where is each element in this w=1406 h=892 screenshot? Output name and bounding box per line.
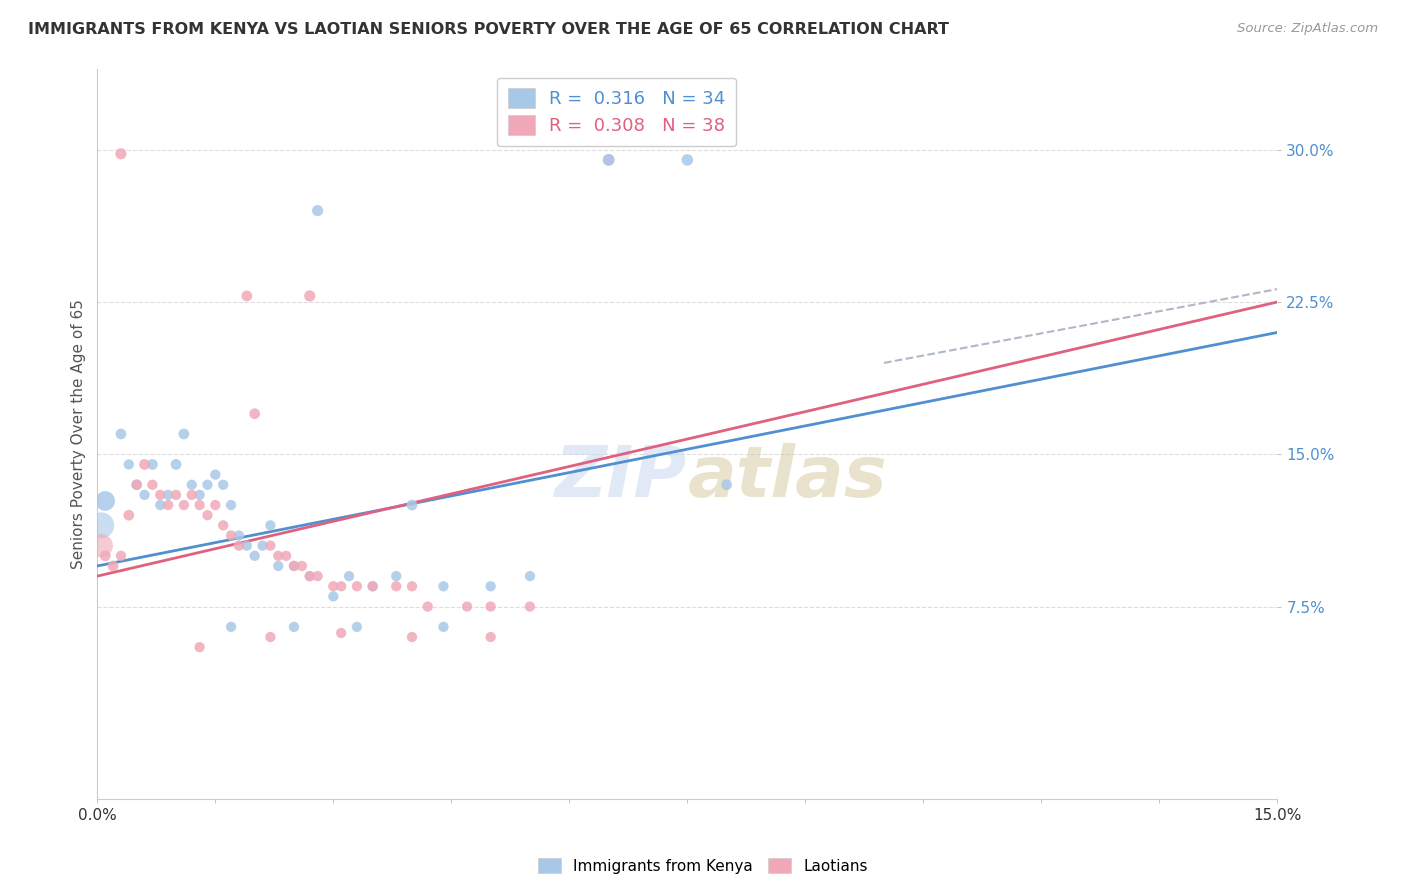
Point xyxy=(197,508,219,523)
Point xyxy=(716,477,738,491)
Point xyxy=(676,153,699,167)
Point xyxy=(267,549,290,563)
Point xyxy=(330,579,353,593)
Point xyxy=(479,579,502,593)
Point xyxy=(456,599,478,614)
Point xyxy=(188,498,211,512)
Point xyxy=(219,498,242,512)
Point xyxy=(90,539,112,553)
Point xyxy=(330,626,353,640)
Point xyxy=(157,498,180,512)
Point xyxy=(165,488,187,502)
Point xyxy=(401,498,423,512)
Point xyxy=(479,630,502,644)
Point xyxy=(212,477,235,491)
Point xyxy=(236,539,259,553)
Point xyxy=(298,569,321,583)
Point xyxy=(110,146,132,161)
Point xyxy=(204,467,226,482)
Y-axis label: Seniors Poverty Over the Age of 65: Seniors Poverty Over the Age of 65 xyxy=(72,299,86,569)
Point xyxy=(180,488,202,502)
Point xyxy=(180,477,202,491)
Point xyxy=(197,477,219,491)
Point xyxy=(283,558,305,573)
Point xyxy=(149,488,172,502)
Point xyxy=(298,569,321,583)
Point xyxy=(307,569,329,583)
Point xyxy=(259,630,281,644)
Point xyxy=(298,289,321,303)
Point xyxy=(361,579,384,593)
Point xyxy=(101,558,124,573)
Point xyxy=(401,630,423,644)
Point xyxy=(134,488,156,502)
Point xyxy=(149,498,172,512)
Point xyxy=(361,579,384,593)
Point xyxy=(212,518,235,533)
Point xyxy=(125,477,148,491)
Point xyxy=(283,558,305,573)
Point xyxy=(385,569,408,583)
Text: IMMIGRANTS FROM KENYA VS LAOTIAN SENIORS POVERTY OVER THE AGE OF 65 CORRELATION : IMMIGRANTS FROM KENYA VS LAOTIAN SENIORS… xyxy=(28,22,949,37)
Point xyxy=(519,599,541,614)
Point xyxy=(519,569,541,583)
Point xyxy=(252,539,274,553)
Point xyxy=(385,579,408,593)
Point xyxy=(236,289,259,303)
Point xyxy=(94,549,117,563)
Point xyxy=(165,458,187,472)
Point xyxy=(188,640,211,655)
Point xyxy=(322,579,344,593)
Text: ZIP: ZIP xyxy=(555,443,688,512)
Point xyxy=(118,508,141,523)
Point xyxy=(267,558,290,573)
Point xyxy=(110,427,132,442)
Point xyxy=(346,579,368,593)
Point xyxy=(346,620,368,634)
Point xyxy=(125,477,148,491)
Point xyxy=(322,590,344,604)
Point xyxy=(141,477,163,491)
Text: Source: ZipAtlas.com: Source: ZipAtlas.com xyxy=(1237,22,1378,36)
Point xyxy=(243,549,266,563)
Text: atlas: atlas xyxy=(688,443,887,512)
Point xyxy=(118,458,141,472)
Point xyxy=(134,458,156,472)
Point xyxy=(157,488,180,502)
Point xyxy=(219,620,242,634)
Point xyxy=(259,539,281,553)
Point xyxy=(141,458,163,472)
Point xyxy=(259,518,281,533)
Point xyxy=(243,407,266,421)
Point xyxy=(416,599,439,614)
Point xyxy=(188,488,211,502)
Point xyxy=(432,579,454,593)
Point xyxy=(479,599,502,614)
Point xyxy=(598,153,620,167)
Point xyxy=(337,569,360,583)
Point xyxy=(94,494,117,508)
Point xyxy=(219,528,242,542)
Point xyxy=(598,153,620,167)
Point xyxy=(173,498,195,512)
Point xyxy=(228,528,250,542)
Point xyxy=(432,620,454,634)
Point xyxy=(110,549,132,563)
Point xyxy=(228,539,250,553)
Point xyxy=(90,518,112,533)
Point xyxy=(173,427,195,442)
Point xyxy=(276,549,298,563)
Legend: Immigrants from Kenya, Laotians: Immigrants from Kenya, Laotians xyxy=(531,852,875,880)
Point xyxy=(204,498,226,512)
Legend: R =  0.316   N = 34, R =  0.308   N = 38: R = 0.316 N = 34, R = 0.308 N = 38 xyxy=(496,78,737,146)
Point xyxy=(283,620,305,634)
Point xyxy=(401,579,423,593)
Point xyxy=(291,558,314,573)
Point xyxy=(307,203,329,218)
